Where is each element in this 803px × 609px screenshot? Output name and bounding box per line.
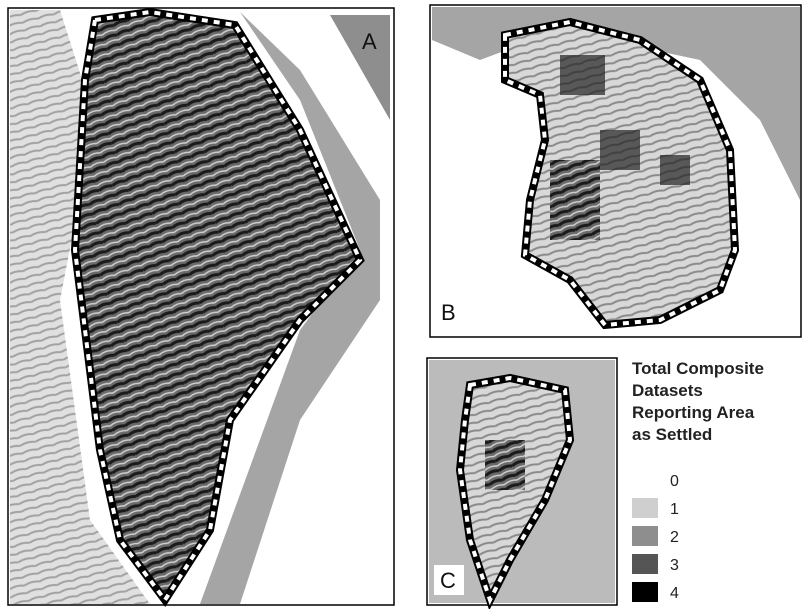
legend-title: Datasets xyxy=(632,381,703,400)
legend-swatch xyxy=(632,498,658,518)
panel-a: A xyxy=(8,8,394,605)
panel-b: B xyxy=(430,5,801,337)
legend-label: 2 xyxy=(670,529,679,546)
figure: A B C Total Composite Datasets Reporting A… xyxy=(0,0,803,609)
legend-swatch xyxy=(632,470,658,490)
legend-swatch xyxy=(632,582,658,602)
legend: Total Composite Datasets Reporting Area as … xyxy=(632,359,764,602)
legend-label: 0 xyxy=(670,473,679,490)
legend-swatch xyxy=(632,554,658,574)
legend-title: Total Composite xyxy=(632,359,764,378)
panel-label: A xyxy=(362,29,377,54)
legend-label: 3 xyxy=(670,557,679,574)
panel-label: C xyxy=(440,568,456,593)
legend-label: 4 xyxy=(670,585,679,602)
legend-swatch xyxy=(632,526,658,546)
legend-title: Reporting Area xyxy=(632,403,755,422)
legend-label: 1 xyxy=(670,501,679,518)
panel-c: C xyxy=(427,358,617,605)
legend-title: as Settled xyxy=(632,425,712,444)
panel-label: B xyxy=(441,300,456,325)
